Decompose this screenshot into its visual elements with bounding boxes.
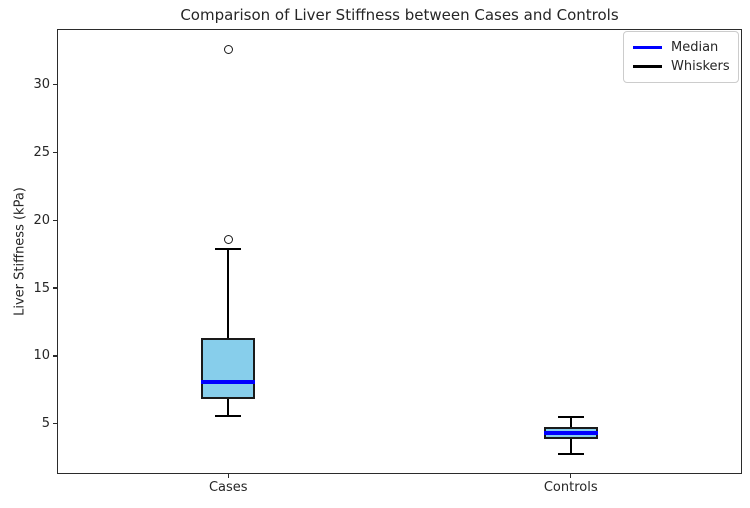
x-tick-mark bbox=[227, 474, 229, 478]
iqr-box bbox=[201, 338, 256, 400]
plot-area bbox=[57, 29, 742, 474]
legend: Median Whiskers bbox=[623, 31, 739, 83]
legend-item-median: Median bbox=[633, 38, 729, 57]
y-tick-mark bbox=[53, 151, 57, 154]
x-tick-mark bbox=[570, 474, 572, 478]
outlier-point bbox=[223, 44, 233, 54]
y-tick-mark bbox=[53, 355, 57, 357]
y-tick-label: 5 bbox=[41, 416, 50, 432]
median-line-swatch bbox=[633, 46, 662, 49]
legend-item-whiskers: Whiskers bbox=[633, 57, 730, 76]
x-tick-label: Controls bbox=[543, 480, 598, 495]
y-tick-mark bbox=[53, 219, 57, 221]
lower-whisker bbox=[227, 399, 230, 416]
outlier-point bbox=[223, 234, 233, 244]
chart-title: Comparison of Liver Stiffness between Ca… bbox=[180, 6, 619, 24]
lower-whisker-cap bbox=[557, 452, 584, 455]
y-tick-label: 20 bbox=[33, 212, 50, 228]
y-axis-label: Liver Stiffness (kPa) bbox=[12, 187, 28, 316]
y-tick-label: 25 bbox=[33, 144, 50, 160]
y-tick-label: 30 bbox=[33, 77, 50, 93]
median-line bbox=[543, 431, 598, 436]
y-tick-mark bbox=[53, 423, 57, 425]
whiskers-line-swatch bbox=[633, 65, 662, 68]
x-tick-label: Cases bbox=[208, 480, 248, 495]
upper-whisker-cap bbox=[215, 247, 242, 250]
lower-whisker bbox=[569, 438, 572, 454]
y-tick-mark bbox=[53, 83, 57, 86]
upper-whisker bbox=[569, 417, 572, 427]
y-tick-label: 15 bbox=[33, 280, 50, 296]
upper-whisker-cap bbox=[557, 416, 584, 419]
y-tick-label: 10 bbox=[33, 348, 50, 364]
median-line bbox=[201, 379, 256, 384]
legend-label-whiskers: Whiskers bbox=[671, 59, 730, 74]
legend-label-median: Median bbox=[671, 40, 719, 55]
lower-whisker-cap bbox=[215, 414, 242, 417]
upper-whisker bbox=[227, 248, 230, 339]
y-tick-mark bbox=[53, 287, 57, 289]
